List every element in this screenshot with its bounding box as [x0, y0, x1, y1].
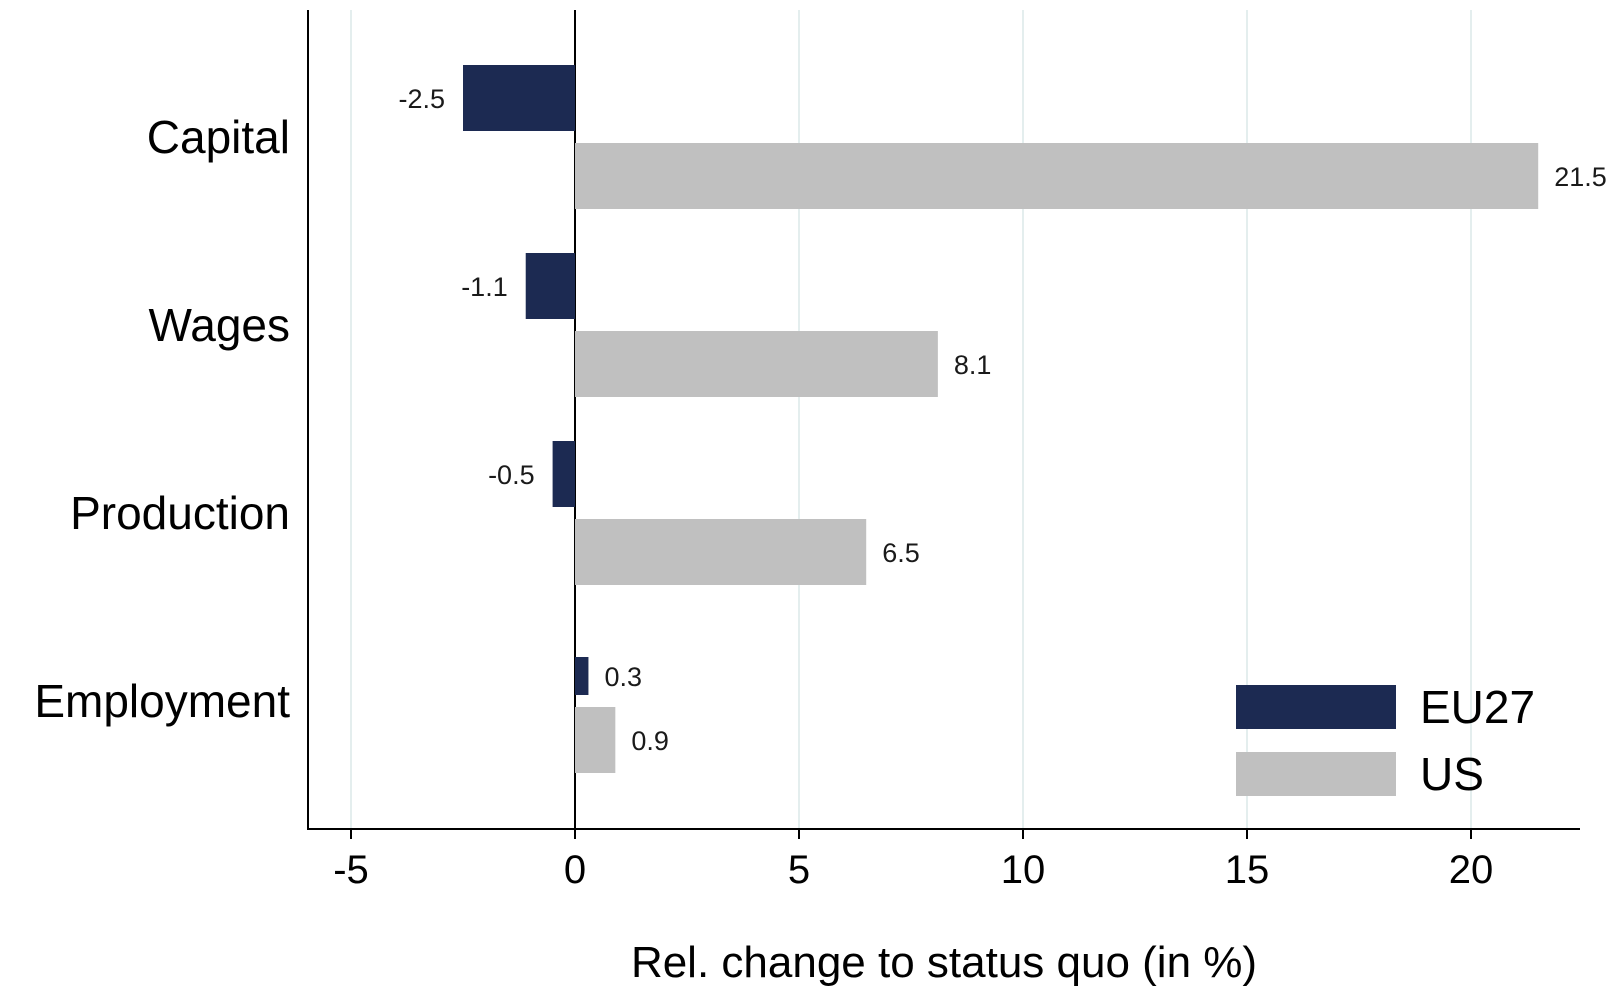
value-label: 0.3 — [604, 662, 642, 692]
legend-swatch-us — [1236, 752, 1396, 796]
x-tick-label: -5 — [333, 848, 369, 892]
value-label: -2.5 — [398, 84, 445, 114]
x-tick-label: 0 — [564, 848, 586, 892]
legend-label-us: US — [1420, 748, 1484, 800]
category-labels: Capital Wages Production Employment — [34, 111, 290, 727]
value-label: -0.5 — [488, 460, 535, 490]
bar-us-capital — [575, 143, 1539, 209]
x-tick-label: 5 — [788, 848, 810, 892]
value-label: 6.5 — [882, 538, 920, 568]
legend-swatch-eu27 — [1236, 685, 1396, 729]
bar-eu27-capital — [463, 65, 575, 131]
x-axis-title: Rel. change to status quo (in %) — [631, 938, 1257, 987]
bar-us-wages — [575, 331, 938, 397]
x-tick-label: 20 — [1449, 848, 1494, 892]
x-tick-label: 10 — [1001, 848, 1046, 892]
bars — [463, 65, 1539, 773]
x-tick-label: 15 — [1225, 848, 1270, 892]
bar-us-production — [575, 519, 867, 585]
x-axis-ticks: -5 0 5 10 15 20 — [333, 829, 1493, 892]
category-label-employment: Employment — [34, 675, 290, 727]
bar-eu27-production — [552, 441, 575, 507]
legend: EU27 US — [1236, 681, 1535, 800]
legend-label-eu27: EU27 — [1420, 681, 1535, 733]
value-label: -1.1 — [461, 272, 508, 302]
value-label: 0.9 — [631, 726, 669, 756]
value-label: 8.1 — [954, 350, 992, 380]
category-label-wages: Wages — [149, 299, 290, 351]
value-labels: -2.5 21.5 -1.1 8.1 -0.5 6.5 0.3 0.9 — [398, 84, 1606, 756]
category-label-capital: Capital — [147, 111, 290, 163]
bar-eu27-wages — [525, 253, 575, 319]
value-label: 21.5 — [1554, 162, 1607, 192]
bar-eu27-employment — [575, 657, 589, 695]
category-label-production: Production — [70, 487, 290, 539]
bar-us-employment — [575, 707, 616, 773]
